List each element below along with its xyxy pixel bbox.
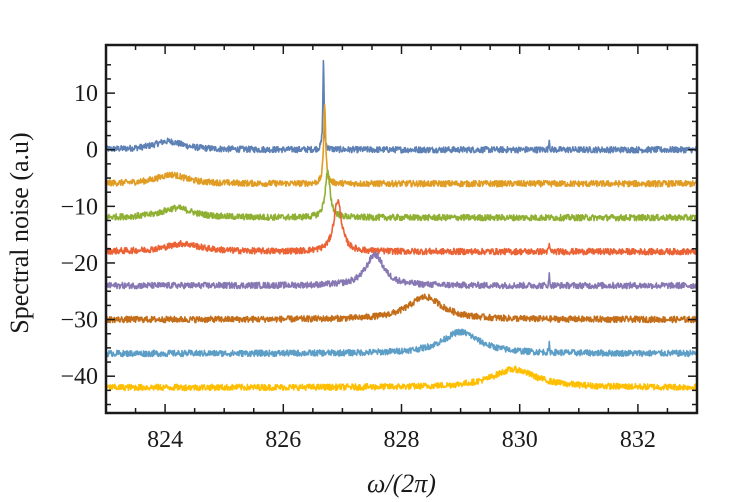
series-line-4 bbox=[105, 251, 698, 290]
series-line-3 bbox=[105, 198, 698, 256]
y-tick-label: −30 bbox=[60, 308, 98, 334]
x-axis-label: ω/(2π) bbox=[367, 469, 436, 498]
y-axis-label: Spectral noise (a.u) bbox=[5, 132, 34, 333]
x-tick-label: 830 bbox=[502, 427, 538, 453]
series-line-1 bbox=[105, 104, 698, 188]
series-line-6 bbox=[105, 328, 698, 358]
series-line-2 bbox=[105, 169, 698, 222]
x-tick-label: 828 bbox=[384, 427, 420, 453]
series-line-7 bbox=[105, 365, 698, 392]
series-line-0 bbox=[105, 59, 698, 154]
y-tick-label: −20 bbox=[60, 251, 98, 277]
y-tick-label: −40 bbox=[60, 364, 98, 390]
plot-frame bbox=[104, 43, 699, 415]
y-tick-label: −10 bbox=[60, 194, 98, 220]
x-tick-label: 826 bbox=[265, 427, 301, 453]
y-tick-label: 0 bbox=[86, 138, 98, 164]
x-tick-label: 824 bbox=[147, 427, 183, 453]
series-line-5 bbox=[105, 293, 698, 324]
y-tick-label: 10 bbox=[74, 81, 98, 107]
x-tick-label: 832 bbox=[620, 427, 656, 453]
series-layer bbox=[105, 59, 698, 392]
tick-layer: 824 826 828 830 832 10 0 −10 −20 −30 −40 bbox=[60, 45, 698, 453]
